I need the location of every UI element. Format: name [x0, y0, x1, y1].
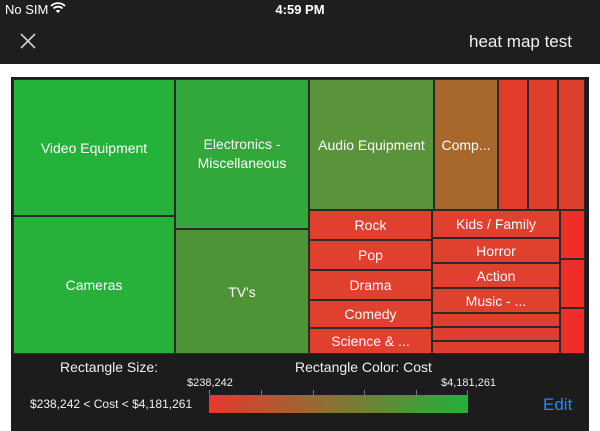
- treemap-tile[interactable]: Rock: [309, 210, 432, 240]
- treemap-tile-label: Video Equipment: [40, 139, 148, 156]
- treemap-tile[interactable]: Cameras: [13, 216, 175, 354]
- legend-tick: [313, 390, 314, 395]
- legend-min-label: $238,242: [187, 377, 233, 389]
- treemap-tile[interactable]: Action: [432, 263, 560, 288]
- treemap-tile[interactable]: [560, 210, 585, 259]
- treemap: Video Equipment Cameras Electronics - Misc…: [13, 79, 585, 354]
- treemap-tile[interactable]: Music - ...: [432, 288, 560, 313]
- cost-range-text: $238,242 < Cost < $4,181,261: [30, 397, 193, 411]
- treemap-tile-label: Drama: [349, 277, 392, 293]
- treemap-tile[interactable]: Audio Equipment: [309, 79, 434, 210]
- treemap-tile[interactable]: Horror: [432, 238, 560, 263]
- treemap-tile-label: Comedy: [344, 306, 397, 322]
- content-area: Video Equipment Cameras Electronics - Misc…: [0, 64, 600, 431]
- color-label: Rectangle Color: Cost: [295, 359, 432, 375]
- treemap-tile[interactable]: Electronics - Miscellaneous: [175, 79, 309, 229]
- treemap-tile-label: Horror: [476, 242, 516, 259]
- heat-map-chart: Video Equipment Cameras Electronics - Misc…: [11, 77, 589, 431]
- treemap-tile[interactable]: [558, 79, 585, 210]
- treemap-tile[interactable]: [528, 79, 558, 210]
- treemap-tile-label: Audio Equipment: [318, 136, 425, 153]
- wifi-icon: [50, 2, 66, 13]
- nav-bar: heat map test: [0, 20, 600, 64]
- treemap-tile[interactable]: Comedy: [309, 300, 432, 328]
- treemap-tile[interactable]: [432, 341, 560, 354]
- treemap-tile[interactable]: TV's: [175, 229, 309, 354]
- treemap-tile[interactable]: Video Equipment: [13, 79, 175, 216]
- treemap-tile[interactable]: Science & ...: [309, 328, 432, 354]
- treemap-tile[interactable]: [560, 308, 585, 354]
- legend-tick: [364, 390, 365, 395]
- treemap-tile-label: Action: [476, 267, 516, 284]
- legend-tick: [209, 390, 210, 395]
- treemap-tile-label: TV's: [228, 283, 256, 300]
- legend-max-label: $4,181,261: [441, 377, 497, 389]
- treemap-tile[interactable]: [560, 259, 585, 308]
- status-time: 4:59 PM: [275, 2, 325, 17]
- treemap-tile[interactable]: Drama: [309, 270, 432, 300]
- treemap-tile-label: Rock: [354, 217, 387, 233]
- treemap-tile[interactable]: [498, 79, 528, 210]
- treemap-tile[interactable]: Comp...: [434, 79, 498, 210]
- legend-tick: [261, 390, 262, 395]
- treemap-tile[interactable]: [432, 313, 560, 327]
- edit-button[interactable]: Edit: [543, 395, 573, 414]
- treemap-tile[interactable]: [432, 327, 560, 341]
- treemap-tile[interactable]: Pop: [309, 240, 432, 270]
- treemap-tile-label: Pop: [358, 247, 383, 263]
- page-title: heat map test: [468, 32, 572, 51]
- status-bar: No SIM 4:59 PM: [0, 0, 600, 20]
- color-legend-bar: [209, 395, 468, 413]
- close-icon[interactable]: [16, 29, 40, 53]
- treemap-tile[interactable]: Kids / Family: [432, 210, 560, 238]
- carrier-label: No SIM: [5, 2, 49, 17]
- treemap-tile-label: Cameras: [65, 277, 123, 293]
- size-label: Rectangle Size:: [60, 359, 159, 375]
- treemap-tile-label: Science & ...: [331, 333, 410, 349]
- legend-tick: [467, 390, 468, 395]
- treemap-tile-label: Comp...: [441, 136, 491, 153]
- legend-tick: [416, 390, 417, 395]
- treemap-tile-label: Kids / Family: [455, 216, 537, 232]
- treemap-tile-label: Music - ...: [465, 292, 527, 309]
- treemap-tile-label: Electronics - Miscellaneous: [197, 136, 287, 171]
